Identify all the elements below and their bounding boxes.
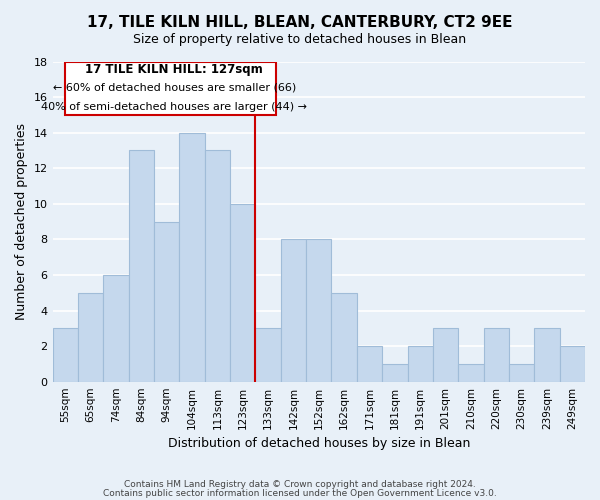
FancyBboxPatch shape xyxy=(65,62,275,115)
Text: ← 60% of detached houses are smaller (66): ← 60% of detached houses are smaller (66… xyxy=(53,82,296,92)
Bar xyxy=(560,346,585,382)
Bar xyxy=(433,328,458,382)
Text: 17 TILE KILN HILL: 127sqm: 17 TILE KILN HILL: 127sqm xyxy=(85,63,263,76)
Bar xyxy=(103,275,128,382)
Text: 17, TILE KILN HILL, BLEAN, CANTERBURY, CT2 9EE: 17, TILE KILN HILL, BLEAN, CANTERBURY, C… xyxy=(87,15,513,30)
Bar xyxy=(458,364,484,382)
Bar xyxy=(230,204,256,382)
Bar xyxy=(382,364,407,382)
Bar xyxy=(179,132,205,382)
Bar xyxy=(306,240,331,382)
Text: 40% of semi-detached houses are larger (44) →: 40% of semi-detached houses are larger (… xyxy=(41,102,307,112)
Bar xyxy=(407,346,433,382)
Bar xyxy=(78,292,103,382)
Bar xyxy=(534,328,560,382)
Bar xyxy=(509,364,534,382)
Text: Contains public sector information licensed under the Open Government Licence v3: Contains public sector information licen… xyxy=(103,488,497,498)
Bar xyxy=(357,346,382,382)
Bar xyxy=(53,328,78,382)
Bar xyxy=(484,328,509,382)
Bar xyxy=(128,150,154,382)
Bar xyxy=(281,240,306,382)
Bar xyxy=(154,222,179,382)
Bar xyxy=(205,150,230,382)
Y-axis label: Number of detached properties: Number of detached properties xyxy=(15,123,28,320)
Bar xyxy=(256,328,281,382)
Bar xyxy=(331,292,357,382)
X-axis label: Distribution of detached houses by size in Blean: Distribution of detached houses by size … xyxy=(167,437,470,450)
Text: Size of property relative to detached houses in Blean: Size of property relative to detached ho… xyxy=(133,32,467,46)
Text: Contains HM Land Registry data © Crown copyright and database right 2024.: Contains HM Land Registry data © Crown c… xyxy=(124,480,476,489)
